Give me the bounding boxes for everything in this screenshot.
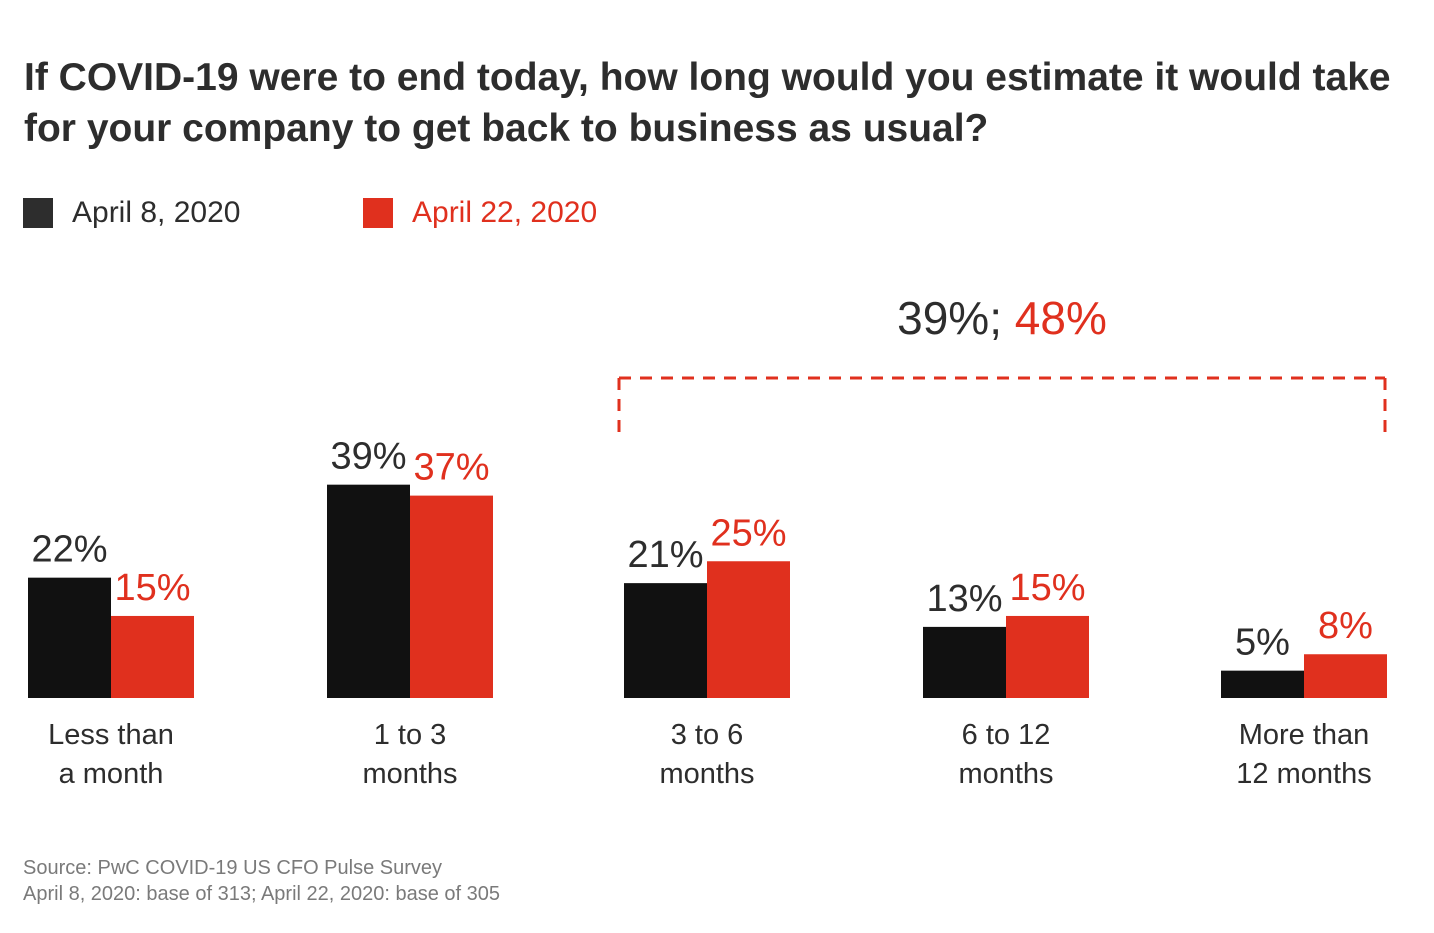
bar-april-8-4 <box>1221 670 1304 698</box>
category-label-2-0: 3 to 6 <box>671 719 744 751</box>
bar-april-8-0 <box>28 577 111 698</box>
bracket-annotation-text: 39%; 48% <box>897 292 1107 344</box>
data-label-april-8-1: 39% <box>330 436 406 478</box>
data-label-april-22-3: 15% <box>1009 567 1085 609</box>
source-line-1: Source: PwC COVID-19 US CFO Pulse Survey <box>23 857 443 879</box>
data-label-april-8-0: 22% <box>31 529 107 571</box>
legend-label-april-8: April 8, 2020 <box>72 196 241 229</box>
category-label-3-1: months <box>958 758 1053 790</box>
annotation-group: 39%; 48% <box>617 292 1387 435</box>
source-note: Source: PwC COVID-19 US CFO Pulse Survey… <box>23 855 500 907</box>
chart-title: If COVID-19 were to end today, how long … <box>24 56 1391 150</box>
bar-april-22-2 <box>707 561 790 698</box>
category-label-4-1: 12 months <box>1236 758 1371 790</box>
bar-april-8-2 <box>624 583 707 698</box>
category-label-1-0: 1 to 3 <box>374 719 447 751</box>
data-label-april-22-1: 37% <box>413 447 489 489</box>
bar-april-22-3 <box>1006 615 1089 698</box>
data-label-april-22-0: 15% <box>114 567 190 609</box>
legend-swatch-april-8 <box>23 198 53 228</box>
bar-april-8-3 <box>923 626 1006 698</box>
bar-april-22-1 <box>410 495 493 698</box>
source-line-2: April 8, 2020: base of 313; April 22, 20… <box>23 883 501 905</box>
category-label-2-1: months <box>659 758 754 790</box>
annotation-value-april-22: 48% <box>1015 292 1107 344</box>
data-label-april-22-4: 8% <box>1318 605 1373 647</box>
data-label-april-8-3: 13% <box>926 578 1002 620</box>
category-label-3-0: 6 to 12 <box>962 719 1051 751</box>
data-label-april-22-2: 25% <box>710 512 786 554</box>
category-label-4-0: More than <box>1239 719 1370 751</box>
bar-april-22-0 <box>111 615 194 698</box>
bar-april-22-4 <box>1304 654 1387 698</box>
legend-label-april-22: April 22, 2020 <box>412 196 598 229</box>
legend-swatch-april-22 <box>363 198 393 228</box>
category-label-1-1: months <box>362 758 457 790</box>
annotation-value-april-8: 39%; <box>897 292 1015 344</box>
data-label-april-8-4: 5% <box>1235 622 1290 664</box>
bar-april-8-1 <box>327 484 410 698</box>
legend-item-april-8: April 8, 2020 <box>23 195 240 231</box>
data-label-april-8-2: 21% <box>627 534 703 576</box>
legend-item-april-22: April 22, 2020 <box>363 195 597 231</box>
category-label-0-0: Less than <box>48 719 174 751</box>
category-label-0-1: a month <box>59 758 164 790</box>
